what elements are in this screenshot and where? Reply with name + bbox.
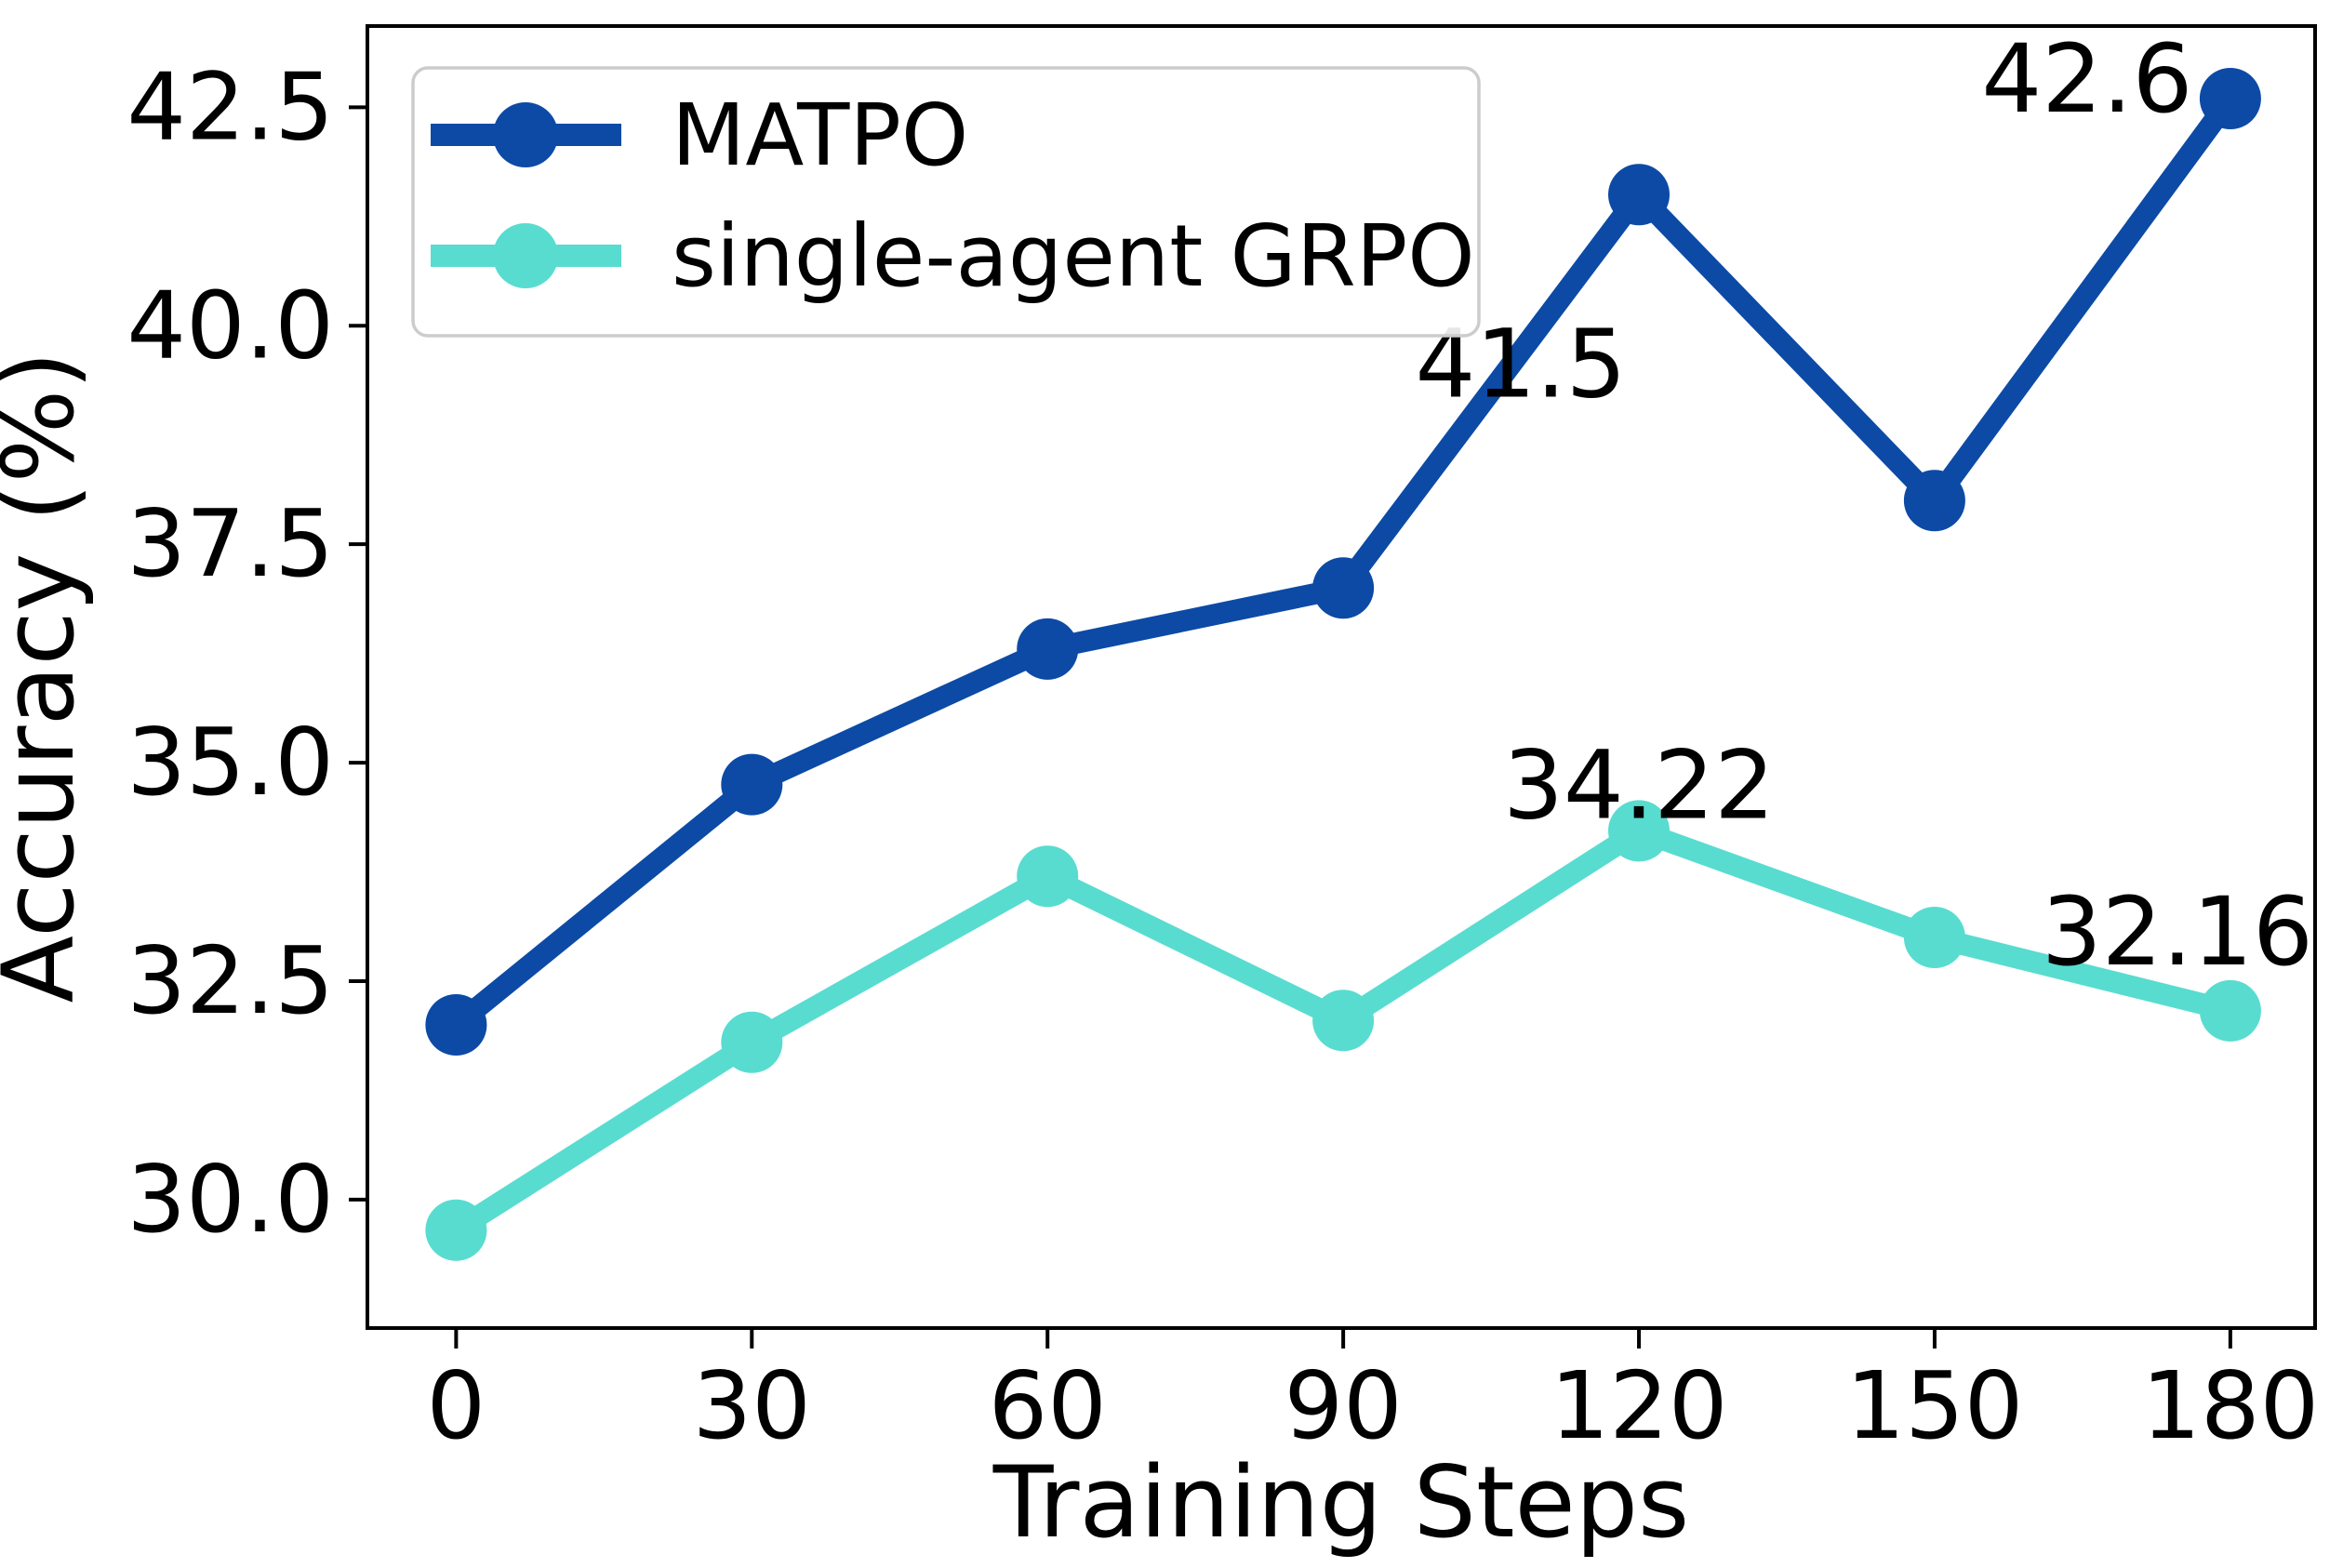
x-tick-label: 150 (1846, 1351, 2024, 1460)
data-point-marker (425, 994, 487, 1056)
y-axis-title: Accuracy (%) (0, 351, 96, 1003)
x-tick-label: 60 (989, 1351, 1107, 1460)
x-tick-label: 120 (1551, 1351, 1728, 1460)
legend-sample-marker (493, 102, 558, 167)
legend-box (411, 66, 1481, 338)
x-tick-label: 180 (2141, 1351, 2319, 1460)
point-value-annotation: 42.6 (1981, 24, 2192, 135)
plot-area: 30.0 32.5 35.0 37.5 40.0 42.5 0 30 60 90 120 150 180… (126, 24, 2319, 1460)
data-point-marker (1312, 990, 1375, 1052)
data-point-marker (1017, 845, 1079, 908)
y-tick-label: 32.5 (126, 926, 334, 1035)
x-tick-label: 90 (1284, 1351, 1402, 1460)
x-axis-title: Training Steps (992, 1445, 1690, 1560)
y-tick-label: 35.0 (126, 708, 334, 817)
data-point-marker (1017, 618, 1079, 680)
legend-sample-marker (493, 223, 558, 288)
data-point-marker (721, 753, 783, 816)
y-tick-label: 30.0 (126, 1145, 334, 1254)
legend: MATPO single-agent GRPO (411, 66, 1481, 338)
y-tick-label: 42.5 (126, 52, 334, 161)
data-point-marker (425, 1199, 487, 1261)
data-point-marker (2199, 68, 2261, 129)
x-tick-label: 30 (693, 1351, 811, 1460)
x-tick-label: 0 (427, 1351, 486, 1460)
point-value-annotation: 32.16 (2042, 877, 2313, 988)
legend-entry-label: MATPO (672, 86, 968, 185)
legend-entry-label: single-agent GRPO (672, 206, 1475, 306)
data-point-marker (1608, 164, 1670, 226)
y-tick-label: 37.5 (126, 489, 334, 598)
data-point-marker (1608, 800, 1670, 862)
data-point-marker (1903, 470, 1965, 532)
point-value-annotation: 34.22 (1503, 730, 1775, 841)
axes-frame (366, 24, 2317, 1330)
data-point-marker (2199, 979, 2261, 1042)
data-point-marker (1903, 907, 1965, 968)
y-tick-label: 40.0 (126, 271, 334, 379)
data-point-marker (721, 1011, 783, 1073)
data-point-marker (1312, 557, 1375, 619)
